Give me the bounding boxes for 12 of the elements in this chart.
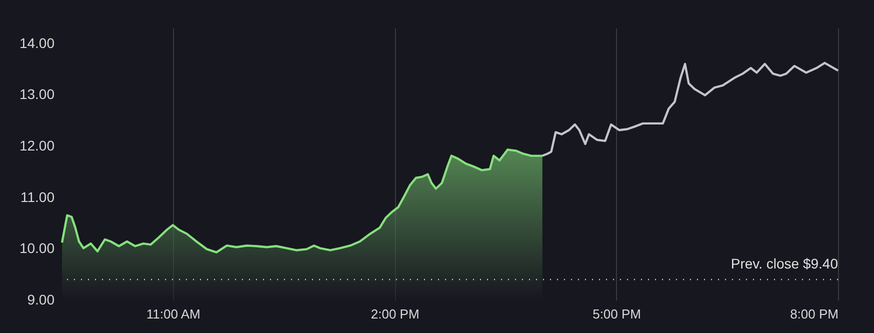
line-series [541, 62, 840, 157]
x-tick-label: 11:00 AM [146, 306, 200, 322]
x-tick-label: 2:00 PM [370, 306, 420, 322]
y-tick-label: 13.00 [19, 86, 55, 102]
y-tick-label: 12.00 [19, 138, 55, 154]
y-tick-label: 11.00 [20, 188, 55, 205]
ref-line-label: Prev. close $9.40 [730, 255, 838, 272]
y-tick-label: 9.00 [27, 292, 55, 308]
y-tick-label: 14.00 [19, 34, 55, 51]
x-tick-label: 5:00 PM [592, 306, 641, 322]
y-tick-label: 10.00 [19, 240, 55, 256]
x-tick-label: 8:00 PM [790, 306, 838, 322]
